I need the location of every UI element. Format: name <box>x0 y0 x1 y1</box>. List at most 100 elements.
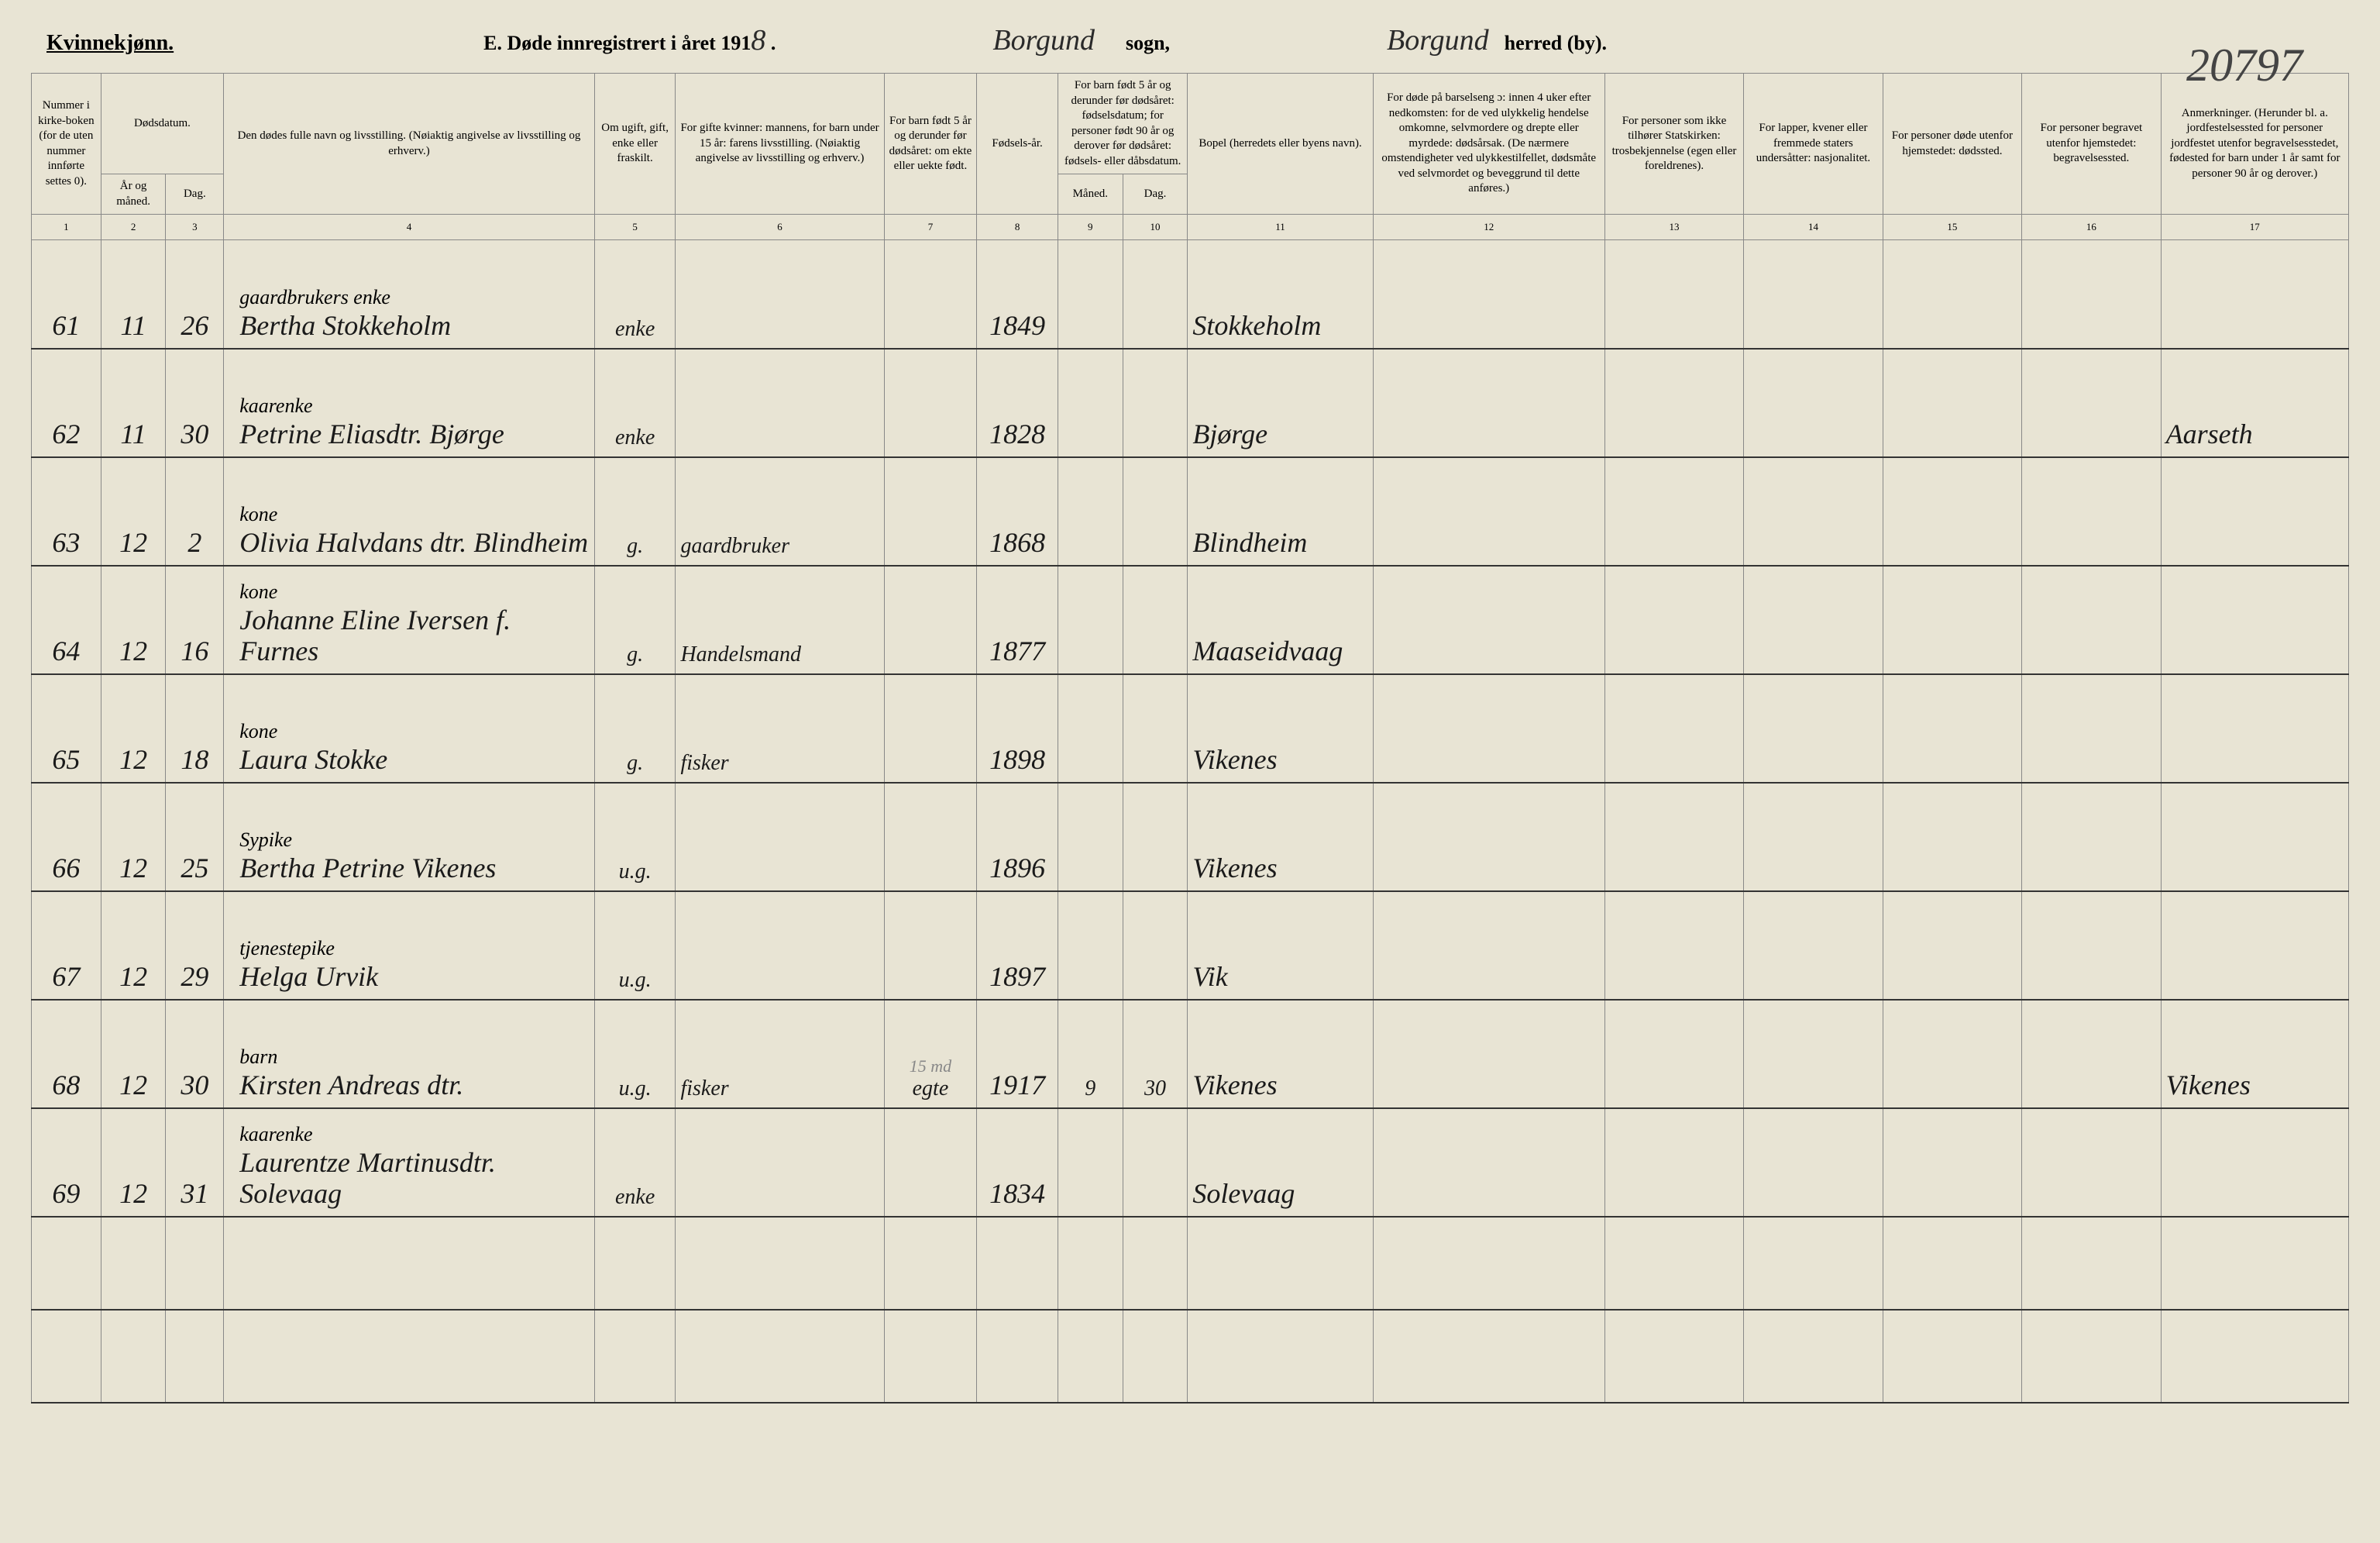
blank-cell <box>1058 1310 1123 1403</box>
entry-number: 66 <box>32 783 101 891</box>
birth-year: 1896 <box>977 783 1058 891</box>
birth-month <box>1058 349 1123 457</box>
birth-year: 1849 <box>977 240 1058 349</box>
remarks <box>2161 674 2348 783</box>
blank-cell <box>166 1310 224 1403</box>
blank-cell <box>1604 1310 1743 1403</box>
faith <box>1604 457 1743 566</box>
blank-cell <box>2161 1310 2348 1403</box>
death-place <box>1883 1000 2021 1108</box>
col-header-16: For personer begravet utenfor hjemstedet… <box>2022 74 2161 215</box>
nationality <box>1744 1000 1883 1108</box>
pencil-note: 15 md <box>910 1056 951 1076</box>
blank-cell <box>977 1217 1058 1310</box>
remarks <box>2161 1108 2348 1217</box>
remarks <box>2161 891 2348 1000</box>
blank-cell <box>977 1310 1058 1403</box>
blank-cell <box>1373 1310 1604 1403</box>
cause-of-death <box>1373 674 1604 783</box>
birth-day <box>1123 240 1188 349</box>
table-row: 621130kaarenkePetrine Eliasdtr. Bjørgeen… <box>32 349 2349 457</box>
death-place <box>1883 1108 2021 1217</box>
table-row: 681230barnKirsten Andreas dtr.u.g.fisker… <box>32 1000 2349 1108</box>
nationality <box>1744 457 1883 566</box>
column-number: 10 <box>1123 215 1188 240</box>
name-cell: koneOlivia Halvdans dtr. Blindheim <box>224 457 595 566</box>
residence: Solevaag <box>1188 1108 1373 1217</box>
death-place <box>1883 349 2021 457</box>
cause-of-death <box>1373 457 1604 566</box>
sogn-value: Borgund <box>992 23 1095 57</box>
death-day: 31 <box>166 1108 224 1217</box>
entry-number: 64 <box>32 566 101 674</box>
father-occupation: gaardbruker <box>676 457 884 566</box>
birth-day <box>1123 349 1188 457</box>
legitimacy <box>884 349 977 457</box>
legitimacy <box>884 457 977 566</box>
column-number: 2 <box>101 215 166 240</box>
faith <box>1604 1000 1743 1108</box>
cause-of-death <box>1373 1000 1604 1108</box>
blank-cell <box>1123 1310 1188 1403</box>
herred-value: Borgund <box>1387 23 1489 57</box>
death-month: 12 <box>101 1000 166 1108</box>
column-number: 12 <box>1373 215 1604 240</box>
page-number: 20797 <box>2186 39 2303 92</box>
birth-year: 1828 <box>977 349 1058 457</box>
death-month: 11 <box>101 240 166 349</box>
col-header-14: For lapper, kvener eller fremmede stater… <box>1744 74 1883 215</box>
blank-cell <box>1188 1310 1373 1403</box>
faith <box>1604 240 1743 349</box>
blank-cell <box>1604 1217 1743 1310</box>
father-occupation <box>676 240 884 349</box>
legitimacy <box>884 1108 977 1217</box>
marital-status: u.g. <box>594 783 676 891</box>
burial-place <box>2022 1108 2161 1217</box>
blank-cell <box>2022 1217 2161 1310</box>
col-header-5: Om ugift, gift, enke eller fraskilt. <box>594 74 676 215</box>
blank-cell <box>676 1217 884 1310</box>
death-place <box>1883 566 2021 674</box>
nationality <box>1744 240 1883 349</box>
death-day: 16 <box>166 566 224 674</box>
name-cell: koneJohanne Eline Iversen f. Furnes <box>224 566 595 674</box>
col-header-7: For barn født 5 år og derunder før dødså… <box>884 74 977 215</box>
legitimacy: 15 mdegte <box>884 1000 977 1108</box>
burial-place <box>2022 783 2161 891</box>
name-cell: SypikeBertha Petrine Vikenes <box>224 783 595 891</box>
residence: Vikenes <box>1188 674 1373 783</box>
faith <box>1604 349 1743 457</box>
name-cell: kaarenkePetrine Eliasdtr. Bjørge <box>224 349 595 457</box>
cause-of-death <box>1373 240 1604 349</box>
col-header-4: Den dødes fulle navn og livsstilling. (N… <box>224 74 595 215</box>
name-cell: tjenestepikeHelga Urvik <box>224 891 595 1000</box>
blank-row <box>32 1217 2349 1310</box>
col-header-13: For personer som ikke tilhører Statskirk… <box>1604 74 1743 215</box>
col-header-2: År og måned. <box>101 174 166 215</box>
occupation-text: kone <box>239 580 590 604</box>
nationality <box>1744 566 1883 674</box>
blank-cell <box>594 1217 676 1310</box>
death-day: 30 <box>166 349 224 457</box>
column-number: 1 <box>32 215 101 240</box>
name-text: Helga Urvik <box>239 961 378 992</box>
table-row: 641216koneJohanne Eline Iversen f. Furne… <box>32 566 2349 674</box>
birth-day <box>1123 566 1188 674</box>
gender-label: Kvinnekjønn. <box>46 31 174 56</box>
blank-row <box>32 1310 2349 1403</box>
col-header-15: For personer døde utenfor hjemstedet: dø… <box>1883 74 2021 215</box>
table-row: 611126gaardbrukers enkeBertha Stokkeholm… <box>32 240 2349 349</box>
birth-month <box>1058 566 1123 674</box>
marital-status: u.g. <box>594 1000 676 1108</box>
entry-number: 61 <box>32 240 101 349</box>
legitimacy <box>884 783 977 891</box>
residence: Stokkeholm <box>1188 240 1373 349</box>
register-table: Nummer i kirke-boken (for de uten nummer… <box>31 73 2349 1404</box>
remarks <box>2161 783 2348 891</box>
col-header-8: Fødsels-år. <box>977 74 1058 215</box>
name-text: Bertha Petrine Vikenes <box>239 852 496 883</box>
death-month: 12 <box>101 674 166 783</box>
birth-day <box>1123 783 1188 891</box>
birth-day: 30 <box>1123 1000 1188 1108</box>
entry-number: 62 <box>32 349 101 457</box>
